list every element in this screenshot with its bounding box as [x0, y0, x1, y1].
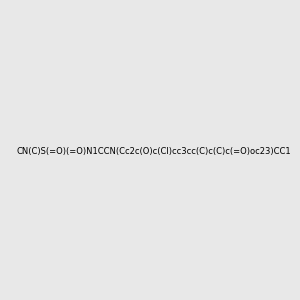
Text: CN(C)S(=O)(=O)N1CCN(Cc2c(O)c(Cl)cc3cc(C)c(C)c(=O)oc23)CC1: CN(C)S(=O)(=O)N1CCN(Cc2c(O)c(Cl)cc3cc(C)… [16, 147, 291, 156]
